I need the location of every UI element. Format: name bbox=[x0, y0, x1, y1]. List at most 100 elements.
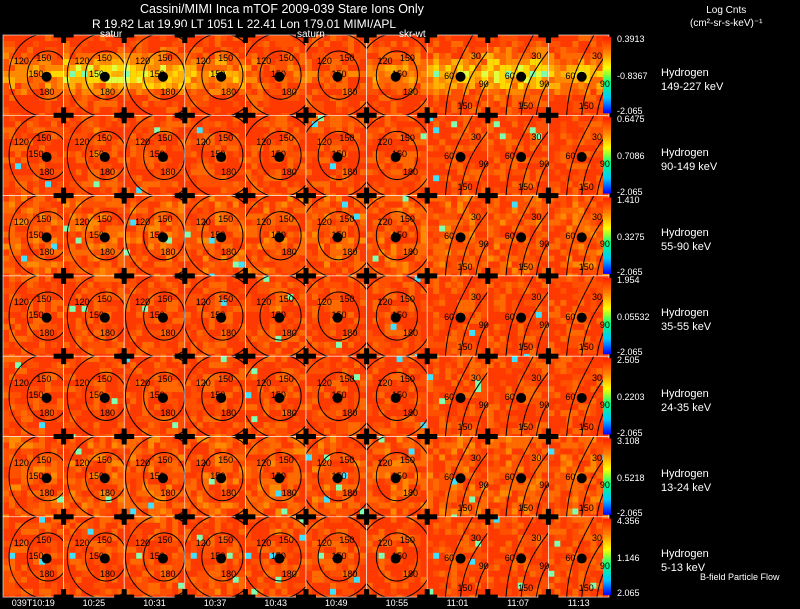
contour-label: 150 bbox=[578, 342, 594, 353]
contour-label: 150 bbox=[36, 53, 52, 64]
junction-marker bbox=[538, 428, 559, 445]
overlay-label: satur bbox=[100, 29, 123, 40]
panel-r0-c5 bbox=[306, 35, 367, 116]
band-species: Hydrogen bbox=[661, 468, 709, 480]
contour-label: 90 bbox=[539, 319, 550, 330]
contour-label: 30 bbox=[531, 372, 542, 383]
contour-label: 180 bbox=[39, 86, 55, 97]
contour-label: 150 bbox=[149, 550, 165, 561]
colorbar bbox=[603, 518, 611, 596]
contour-label: 150 bbox=[149, 470, 165, 481]
contour-label: 30 bbox=[470, 533, 481, 544]
contour-label: 120 bbox=[195, 297, 211, 308]
junction-marker bbox=[296, 428, 316, 445]
contour-label: 60 bbox=[444, 311, 455, 322]
panel-r3-c3 bbox=[184, 275, 246, 357]
junction-marker bbox=[356, 508, 377, 525]
contour-label: 120 bbox=[256, 136, 272, 147]
panel-r5-c0 bbox=[3, 436, 64, 517]
panel-r1-c4 bbox=[245, 115, 306, 196]
panel-r1-c8 bbox=[487, 115, 549, 196]
contour-label: 150 bbox=[457, 422, 473, 433]
contour-label: 150 bbox=[36, 293, 52, 304]
panel-r4-c1 bbox=[63, 356, 125, 437]
junction-marker bbox=[417, 27, 438, 43]
junction-marker bbox=[114, 187, 135, 204]
contour-label: 120 bbox=[377, 377, 393, 388]
contour-label: 30 bbox=[470, 372, 481, 383]
panel-r0-c7 bbox=[427, 35, 488, 116]
contour-label: 30 bbox=[592, 51, 603, 62]
contour-label: 150 bbox=[218, 534, 234, 545]
contour-label: 150 bbox=[457, 502, 473, 513]
contour-label: 180 bbox=[342, 327, 358, 338]
contour-label: 60 bbox=[565, 231, 576, 242]
contour-label: 150 bbox=[331, 310, 347, 321]
contour-label: 180 bbox=[281, 327, 297, 338]
contour-label: 180 bbox=[221, 247, 237, 258]
junction-marker bbox=[417, 348, 438, 365]
junction-marker bbox=[235, 27, 256, 43]
contour-label: 150 bbox=[392, 310, 408, 321]
contour-label: 30 bbox=[531, 452, 542, 463]
contour-label: 150 bbox=[278, 534, 294, 545]
colorbar-max: 0.6475 bbox=[617, 114, 645, 125]
contour-label: 180 bbox=[221, 408, 237, 419]
contour-label: 120 bbox=[377, 538, 393, 549]
contour-label: 150 bbox=[28, 550, 44, 561]
contour-label: 60 bbox=[444, 70, 455, 81]
junction-marker bbox=[356, 187, 377, 204]
panel-r1-c9 bbox=[548, 115, 610, 196]
contour-label: 150 bbox=[157, 534, 173, 545]
junction-marker bbox=[417, 107, 438, 124]
contour-label: 150 bbox=[96, 53, 112, 64]
band-label: Hydrogen 55-90 keV bbox=[661, 226, 711, 254]
junction-marker bbox=[538, 589, 559, 606]
contour-label: 150 bbox=[28, 149, 44, 160]
contour-label: 30 bbox=[470, 131, 481, 142]
time-tick-label: 10:55 bbox=[385, 598, 409, 608]
panel-r2-c0 bbox=[3, 195, 64, 276]
contour-label: 120 bbox=[135, 216, 151, 227]
contour-label: 180 bbox=[402, 247, 418, 258]
contour-label: 150 bbox=[518, 502, 534, 513]
panel-r6-c4 bbox=[245, 516, 306, 598]
contour-label: 120 bbox=[316, 538, 332, 549]
junction-marker bbox=[477, 589, 498, 606]
contour-label: 120 bbox=[13, 377, 29, 388]
band-energy: 24-35 keV bbox=[661, 401, 712, 414]
contour-label: 180 bbox=[342, 408, 358, 419]
contour-label: 60 bbox=[565, 70, 576, 81]
contour-label: 180 bbox=[402, 408, 418, 419]
contour-label: 150 bbox=[331, 390, 347, 401]
contour-label: 120 bbox=[135, 538, 151, 549]
contour-label: 90 bbox=[599, 159, 610, 170]
junction-marker bbox=[174, 348, 195, 365]
contour-label: 180 bbox=[221, 568, 237, 579]
junction-marker bbox=[417, 508, 438, 525]
contour-label: 180 bbox=[221, 327, 237, 338]
contour-label: 150 bbox=[331, 149, 347, 160]
panel-r2-c1 bbox=[63, 195, 125, 276]
band-energy: 149-227 keV bbox=[661, 80, 724, 93]
contour-label: 120 bbox=[377, 136, 393, 147]
time-tick-label: 039T10:19 bbox=[11, 598, 55, 608]
band-species: Hydrogen bbox=[661, 146, 709, 159]
colorbar bbox=[603, 37, 611, 114]
contour-label: 150 bbox=[399, 534, 415, 545]
contour-label: 90 bbox=[478, 560, 489, 571]
junction-marker bbox=[477, 348, 498, 365]
contour-label: 150 bbox=[270, 69, 286, 80]
contour-label: 120 bbox=[74, 538, 90, 549]
contour-label: 180 bbox=[221, 86, 237, 97]
contour-label: 90 bbox=[599, 319, 610, 330]
panel-r6-c7 bbox=[427, 516, 488, 598]
time-tick-label: 11:07 bbox=[507, 598, 530, 608]
contour-label: 120 bbox=[256, 56, 272, 67]
junction-marker bbox=[538, 27, 559, 43]
contour-label: 30 bbox=[592, 452, 603, 463]
panel-r3-c1 bbox=[63, 275, 125, 357]
band-label: Hydrogen 149-227 keV bbox=[661, 66, 723, 94]
junction-marker bbox=[174, 589, 195, 606]
colorbar-max: 3.108 bbox=[617, 435, 640, 446]
